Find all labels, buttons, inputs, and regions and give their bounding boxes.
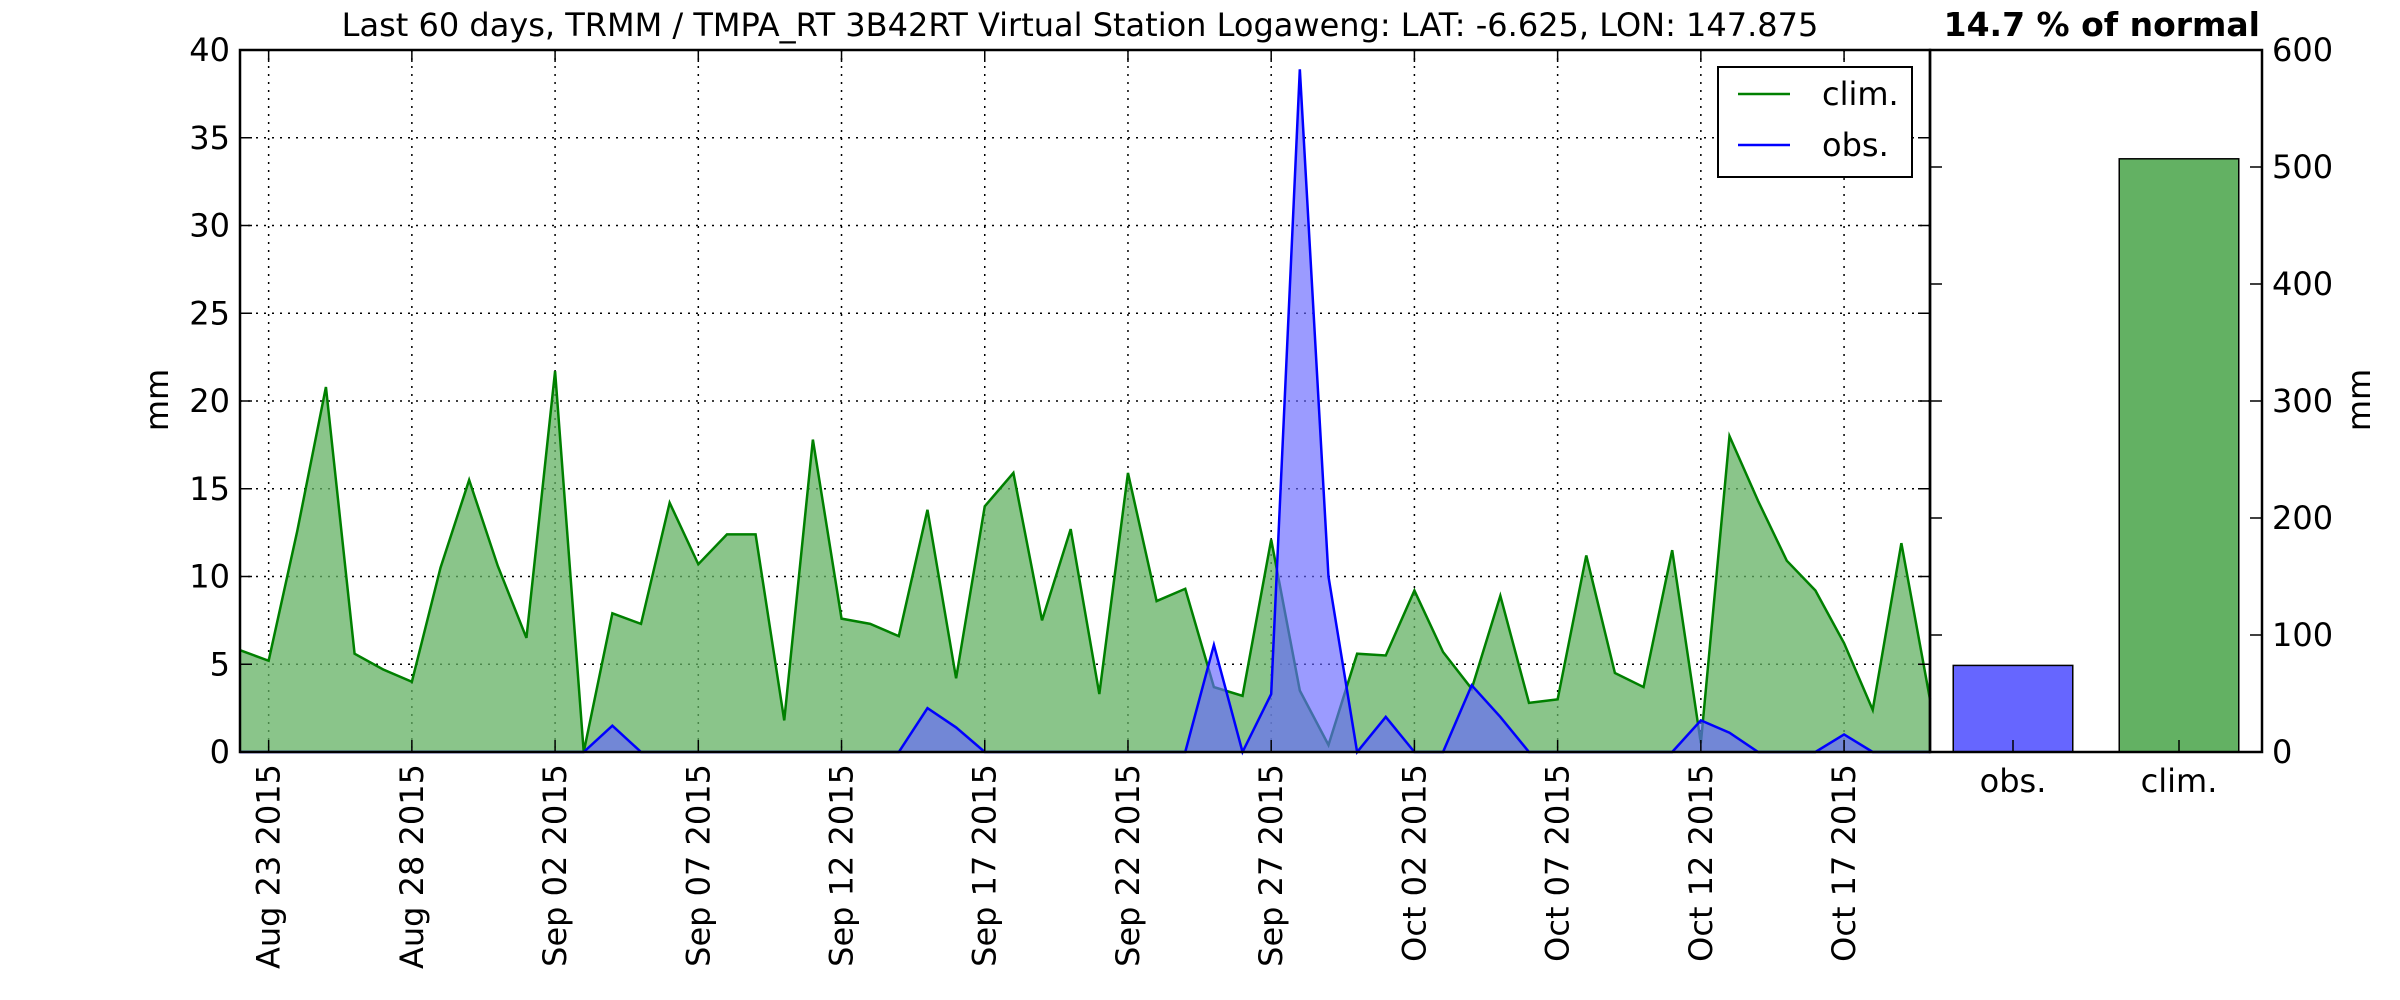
bar-y-tick-label: 600 [2272,31,2333,69]
y-tick-label: 35 [189,119,230,157]
x-tick-label: Sep 12 2015 [823,764,861,967]
area-clim [240,371,1930,752]
y-tick-label: 5 [210,645,230,683]
x-tick-label: Oct 02 2015 [1395,764,1433,962]
main-x-ticks: Aug 23 2015 Aug 28 2015 Sep 02 2015 Sep 07 … [250,50,1863,969]
bar-y-tick-label: 400 [2272,265,2333,303]
y-tick-label: 25 [189,294,230,332]
bar-y-tick-label: 500 [2272,148,2333,186]
bar-y-tick-label: 100 [2272,616,2333,654]
line-clim [239,371,1932,753]
bar-clim [2118,158,2240,753]
x-tick-label: Sep 07 2015 [679,764,717,967]
bar-y-tick-label: 300 [2272,382,2333,420]
bar-x-tick-label: obs. [1980,762,2047,800]
bar-chart-bars [1952,158,2240,753]
bar-y-ticks: 0 100 200 300 400 500 600 [1930,31,2333,771]
y-tick-label: 0 [210,733,230,771]
main-y-axis-label: mm [138,369,176,431]
y-tick-label: 15 [189,470,230,508]
bar-obs [1952,664,2074,753]
x-tick-label: Aug 23 2015 [250,764,288,969]
y-tick-label: 30 [189,207,230,245]
y-tick-label: 10 [189,558,230,596]
x-tick-label: Aug 28 2015 [393,764,431,969]
bar-y-tick-label: 0 [2272,733,2292,771]
bar-y-axis-label: mm [2340,369,2378,431]
x-tick-label: Sep 02 2015 [536,764,574,967]
legend-label-clim: clim. [1822,75,1899,113]
y-tick-label: 20 [189,382,230,420]
bar-chart: 14.7 % of normal 0 100 200 300 400 500 600 obs… [1928,5,2378,800]
main-y-ticks: 0 5 10 15 20 25 30 35 40 [189,31,1930,771]
x-tick-label: Sep 27 2015 [1252,764,1290,967]
x-tick-label: Sep 22 2015 [1109,764,1147,967]
bar-y-tick-label: 200 [2272,499,2333,537]
x-tick-label: Oct 17 2015 [1825,764,1863,962]
x-tick-label: Oct 12 2015 [1682,764,1720,962]
legend-label-obs: obs. [1822,126,1889,164]
x-tick-label: Sep 17 2015 [966,764,1004,967]
legend-box [1717,66,1913,178]
bar-x-tick-label: clim. [2141,762,2218,800]
y-tick-label: 40 [189,31,230,69]
main-chart: Last 60 days, TRMM / TMPA_RT 3B42RT Virt… [138,6,1932,969]
bar-chart-title: 14.7 % of normal [1944,5,2260,44]
bar-x-ticks: obs. clim. [1980,740,2218,800]
legend: clim. obs. [1717,66,1913,178]
x-tick-label: Oct 07 2015 [1539,764,1577,962]
main-chart-title: Last 60 days, TRMM / TMPA_RT 3B42RT Virt… [342,6,1819,44]
